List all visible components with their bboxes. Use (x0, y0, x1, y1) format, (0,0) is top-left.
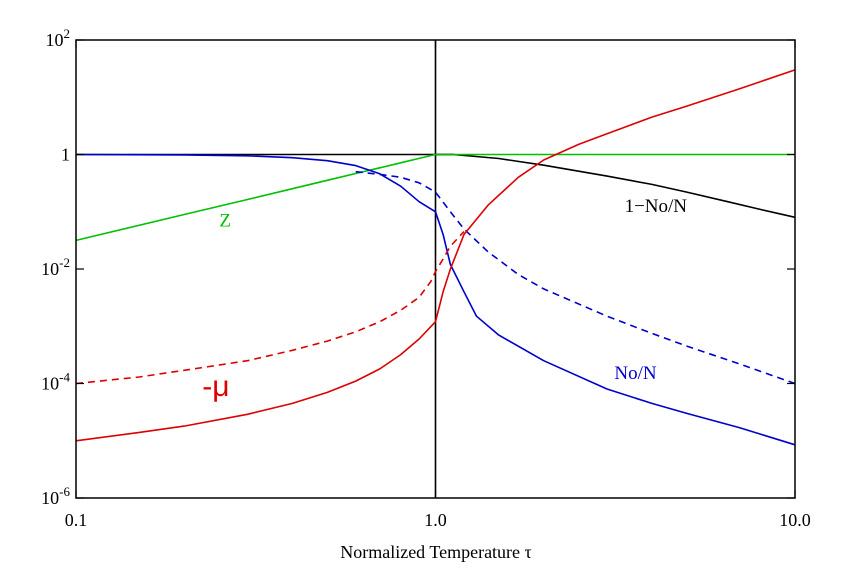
series-line-3 (355, 170, 796, 385)
axis-ticks: 0.1 1.0 10.0 10-6 10-4 10-2 1 102 (41, 26, 811, 530)
plot-marks: Z 1−No/N No/N -μ (75, 40, 796, 498)
series-line-5 (75, 231, 465, 385)
series-line-0 (435, 153, 796, 219)
series-annotation-0: Z (219, 211, 231, 232)
y-tick-label-3: 1 (61, 145, 70, 165)
series-annotation-2: No/N (614, 363, 657, 384)
y-tick-label-4: 102 (46, 26, 71, 50)
y-tick-label-0: 10-6 (41, 484, 70, 508)
x-tick-label-2: 10.0 (779, 510, 811, 530)
y-tick-label-1: 10-4 (41, 370, 70, 394)
series-annotation-1: 1−No/N (625, 196, 688, 217)
x-tick-label-0: 0.1 (65, 510, 88, 530)
x-axis-title: Normalized Temperature τ (340, 542, 532, 562)
series-annotation-3: -μ (202, 370, 229, 403)
series-line-2 (75, 153, 796, 446)
series-line-4 (75, 69, 796, 442)
y-tick-label-2: 10-2 (41, 255, 70, 279)
x-tick-label-1: 1.0 (424, 510, 447, 530)
series-line-1 (75, 153, 795, 242)
